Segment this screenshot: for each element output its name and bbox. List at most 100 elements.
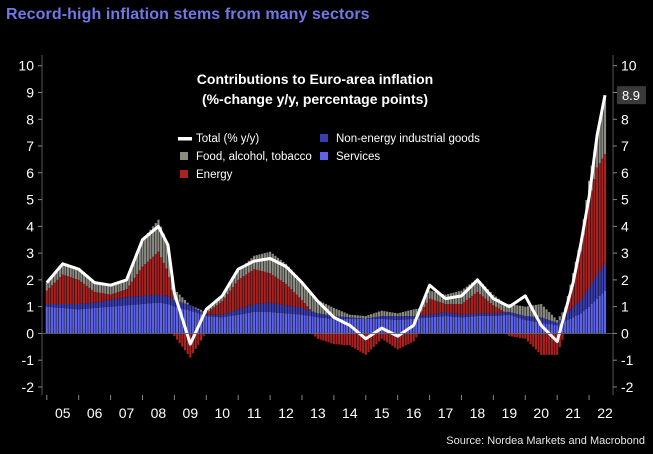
bar-food xyxy=(197,308,200,310)
bar-energy xyxy=(484,298,487,314)
bar-energy xyxy=(319,333,322,340)
bar-food xyxy=(284,263,288,284)
y-tick-label-left: -1 xyxy=(22,352,35,368)
bar-services xyxy=(383,318,386,334)
bar-food xyxy=(479,281,482,295)
bar-neig xyxy=(170,298,173,306)
bar-services xyxy=(428,317,431,334)
bar-neig xyxy=(487,313,490,317)
bar-food xyxy=(287,266,290,287)
bar-services xyxy=(290,313,293,334)
bar-energy xyxy=(279,280,282,305)
x-tick-label: 10 xyxy=(214,405,230,421)
bar-neig xyxy=(500,312,503,316)
bar-neig xyxy=(502,312,506,316)
bar-food xyxy=(106,284,109,295)
bar-food xyxy=(558,316,561,321)
bar-energy xyxy=(540,333,543,355)
bar-services xyxy=(585,308,588,334)
bar-food xyxy=(271,253,274,275)
bar-services xyxy=(231,315,234,334)
bar-services xyxy=(303,315,306,334)
bar-energy xyxy=(269,273,272,303)
bar-services xyxy=(356,318,359,334)
bar-services xyxy=(502,315,506,334)
bar-neig xyxy=(346,317,349,319)
y-tick-label-right: 7 xyxy=(621,138,629,154)
bar-services xyxy=(401,319,405,334)
bar-food xyxy=(122,279,125,291)
bar-neig xyxy=(497,312,500,316)
bar-energy xyxy=(534,333,537,350)
bar-neig xyxy=(93,302,96,308)
bar-food xyxy=(250,258,253,271)
bar-energy xyxy=(574,272,577,305)
bar-neig xyxy=(207,314,211,317)
bar-food xyxy=(231,279,234,288)
y-tick-label-right: 1 xyxy=(621,299,629,315)
bar-food xyxy=(516,305,519,315)
bar-energy xyxy=(173,333,176,337)
bar-food xyxy=(74,267,78,279)
bar-energy xyxy=(104,293,107,301)
y-tick-label-right: -2 xyxy=(621,379,634,395)
bar-food xyxy=(144,236,147,265)
y-tick-label-left: -2 xyxy=(22,379,35,395)
bar-neig xyxy=(492,313,495,317)
bar-energy xyxy=(101,293,104,302)
bar-energy xyxy=(80,281,83,304)
bar-food xyxy=(226,288,229,295)
bar-neig xyxy=(590,283,593,304)
bar-food xyxy=(221,297,224,302)
bar-energy xyxy=(308,309,312,311)
bar-energy xyxy=(183,333,187,351)
legend-item-total: Total (% y/y) xyxy=(178,133,259,145)
bar-services xyxy=(494,315,498,334)
bar-services xyxy=(245,313,248,334)
y-tick-label-left: 1 xyxy=(26,299,34,315)
bar-neig xyxy=(564,314,567,322)
bar-neig xyxy=(473,313,476,317)
bar-neig xyxy=(553,321,556,325)
bar-services xyxy=(354,318,357,334)
bar-services xyxy=(61,307,64,334)
bar-food xyxy=(276,257,280,279)
bar-food xyxy=(335,309,338,317)
bar-food xyxy=(157,219,160,252)
bar-services xyxy=(146,303,149,334)
bar-services xyxy=(439,316,442,334)
bar-services xyxy=(577,314,580,334)
bar-energy xyxy=(471,295,474,314)
bar-energy xyxy=(362,333,365,354)
bar-services xyxy=(80,309,83,334)
bar-neig xyxy=(194,308,197,313)
bar-energy xyxy=(90,289,94,303)
bar-food xyxy=(383,311,386,317)
bar-food xyxy=(494,296,498,307)
bar-services xyxy=(460,317,463,334)
bar-food xyxy=(255,255,258,270)
bar-energy xyxy=(221,301,224,315)
bar-neig xyxy=(144,295,147,304)
bar-neig xyxy=(218,314,221,318)
bar-energy xyxy=(106,294,109,301)
bar-food xyxy=(263,253,266,272)
bar-neig xyxy=(271,303,274,313)
bar-neig xyxy=(548,320,551,325)
bar-services xyxy=(298,314,301,334)
bar-services xyxy=(276,312,280,334)
bar-services xyxy=(133,304,136,334)
bar-services xyxy=(481,316,484,334)
bar-neig xyxy=(372,317,375,319)
bar-neig xyxy=(274,303,277,313)
bar-food xyxy=(346,313,349,318)
bar-food xyxy=(378,311,381,317)
bar-services xyxy=(292,314,296,334)
bar-food xyxy=(553,317,556,322)
bar-services xyxy=(202,315,205,334)
bar-neig xyxy=(505,312,508,315)
bar-food xyxy=(433,291,436,301)
series-layer xyxy=(45,94,607,358)
bar-food xyxy=(64,264,67,276)
bar-food xyxy=(375,312,378,317)
